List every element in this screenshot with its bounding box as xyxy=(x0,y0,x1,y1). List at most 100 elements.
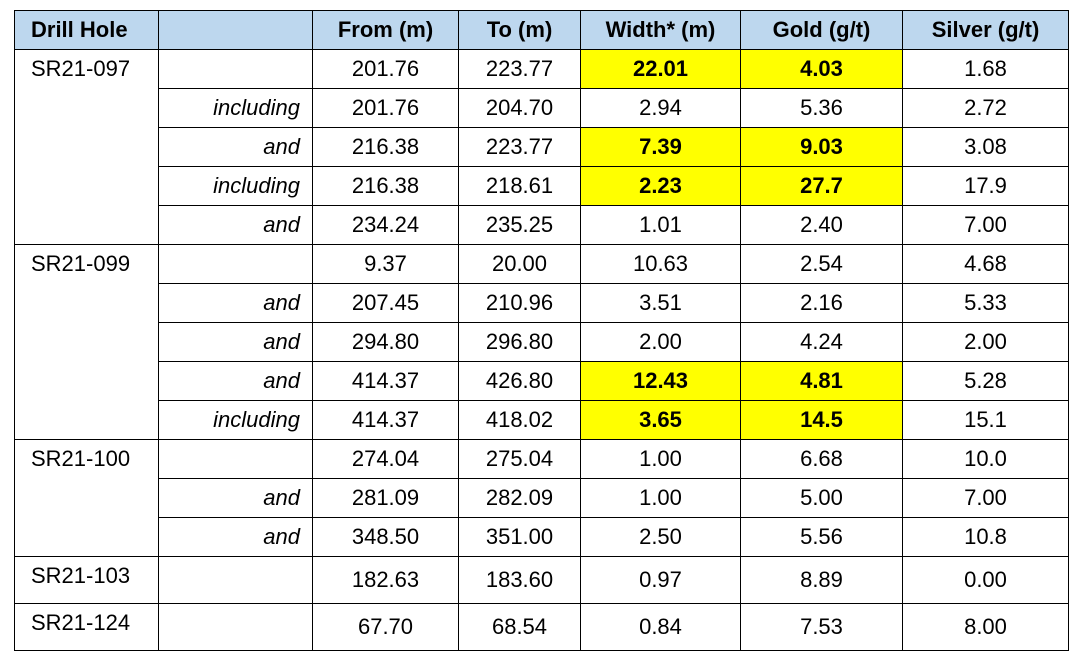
to-cell: 183.60 xyxy=(458,556,581,604)
header-drill-hole: Drill Hole xyxy=(14,10,159,50)
silver-cell: 7.00 xyxy=(902,205,1069,245)
gold-cell: 6.68 xyxy=(740,439,903,479)
from-cell: 207.45 xyxy=(312,283,459,323)
qualifier-cell: and xyxy=(158,283,313,323)
silver-cell: 17.9 xyxy=(902,166,1069,206)
from-cell: 348.50 xyxy=(312,517,459,557)
from-cell: 201.76 xyxy=(312,88,459,128)
to-cell: 68.54 xyxy=(458,603,581,651)
qualifier-cell xyxy=(158,603,313,651)
header-gold: Gold (g/t) xyxy=(740,10,903,50)
gold-cell: 2.54 xyxy=(740,244,903,284)
from-cell: 201.76 xyxy=(312,49,459,89)
to-cell: 20.00 xyxy=(458,244,581,284)
width-cell: 22.01 xyxy=(580,49,741,89)
gold-cell: 8.89 xyxy=(740,556,903,604)
to-cell: 426.80 xyxy=(458,361,581,401)
silver-cell: 3.08 xyxy=(902,127,1069,167)
table-row: and 216.38 223.77 7.39 9.03 3.08 xyxy=(15,127,1069,167)
to-cell: 235.25 xyxy=(458,205,581,245)
from-cell: 414.37 xyxy=(312,400,459,440)
to-cell: 218.61 xyxy=(458,166,581,206)
gold-cell: 27.7 xyxy=(740,166,903,206)
from-cell: 216.38 xyxy=(312,166,459,206)
to-cell: 282.09 xyxy=(458,478,581,518)
qualifier-cell: and xyxy=(158,361,313,401)
from-cell: 414.37 xyxy=(312,361,459,401)
table-row: and 348.50 351.00 2.50 5.56 10.8 xyxy=(15,517,1069,557)
width-cell: 2.23 xyxy=(580,166,741,206)
width-cell: 10.63 xyxy=(580,244,741,284)
width-cell: 3.51 xyxy=(580,283,741,323)
qualifier-cell: including xyxy=(158,400,313,440)
table-row: SR21-100 274.04 275.04 1.00 6.68 10.0 xyxy=(14,439,1069,557)
silver-cell: 8.00 xyxy=(902,603,1069,651)
table-row: and 294.80 296.80 2.00 4.24 2.00 xyxy=(15,322,1069,362)
table-row: SR21-099 9.37 20.00 10.63 2.54 4.68 xyxy=(14,244,1069,440)
width-cell: 2.94 xyxy=(580,88,741,128)
qualifier-cell xyxy=(158,556,313,604)
width-cell: 1.00 xyxy=(580,439,741,479)
from-cell: 234.24 xyxy=(312,205,459,245)
qualifier-cell xyxy=(158,49,313,89)
from-cell: 281.09 xyxy=(312,478,459,518)
to-cell: 418.02 xyxy=(458,400,581,440)
width-cell: 1.01 xyxy=(580,205,741,245)
table-body: SR21-097 201.76 223.77 22.01 4.03 1.68 includi… xyxy=(14,49,1069,651)
table-row: SR21-097 201.76 223.77 22.01 4.03 1.68 xyxy=(14,49,1069,245)
qualifier-cell: and xyxy=(158,205,313,245)
gold-cell: 5.36 xyxy=(740,88,903,128)
to-cell: 351.00 xyxy=(458,517,581,557)
gold-cell: 4.81 xyxy=(740,361,903,401)
drill-hole-cell: SR21-097 xyxy=(14,49,159,245)
qualifier-cell: and xyxy=(158,478,313,518)
gold-cell: 14.5 xyxy=(740,400,903,440)
gold-cell: 2.40 xyxy=(740,205,903,245)
table-row: including 414.37 418.02 3.65 14.5 15.1 xyxy=(15,400,1069,440)
header-row: Drill Hole From (m) To (m) Width* (m) Go… xyxy=(14,10,1069,50)
to-cell: 223.77 xyxy=(458,127,581,167)
header-silver: Silver (g/t) xyxy=(902,10,1069,50)
drill-hole-cell: SR21-100 xyxy=(14,439,159,557)
silver-cell: 2.72 xyxy=(902,88,1069,128)
header-to: To (m) xyxy=(458,10,581,50)
to-cell: 275.04 xyxy=(458,439,581,479)
to-cell: 296.80 xyxy=(458,322,581,362)
silver-cell: 2.00 xyxy=(902,322,1069,362)
silver-cell: 10.8 xyxy=(902,517,1069,557)
width-cell: 0.84 xyxy=(580,603,741,651)
qualifier-cell: and xyxy=(158,517,313,557)
drill-hole-cell: SR21-103 xyxy=(14,556,159,604)
to-cell: 223.77 xyxy=(458,49,581,89)
table-row: and 281.09 282.09 1.00 5.00 7.00 xyxy=(15,478,1069,518)
width-cell: 1.00 xyxy=(580,478,741,518)
width-cell: 7.39 xyxy=(580,127,741,167)
silver-cell: 5.33 xyxy=(902,283,1069,323)
from-cell: 67.70 xyxy=(312,603,459,651)
from-cell: 216.38 xyxy=(312,127,459,167)
to-cell: 204.70 xyxy=(458,88,581,128)
gold-cell: 9.03 xyxy=(740,127,903,167)
silver-cell: 5.28 xyxy=(902,361,1069,401)
drill-results-table: Drill Hole From (m) To (m) Width* (m) Go… xyxy=(14,10,1069,651)
table-row: SR21-103 182.63 183.60 0.97 8.89 0.00 xyxy=(14,556,1069,604)
width-cell: 0.97 xyxy=(580,556,741,604)
from-cell: 294.80 xyxy=(312,322,459,362)
width-cell: 2.00 xyxy=(580,322,741,362)
gold-cell: 5.00 xyxy=(740,478,903,518)
from-cell: 274.04 xyxy=(312,439,459,479)
drill-hole-cell: SR21-099 xyxy=(14,244,159,440)
gold-cell: 4.03 xyxy=(740,49,903,89)
silver-cell: 15.1 xyxy=(902,400,1069,440)
table-row: and 234.24 235.25 1.01 2.40 7.00 xyxy=(15,205,1069,245)
width-cell: 12.43 xyxy=(580,361,741,401)
table-row: and 207.45 210.96 3.51 2.16 5.33 xyxy=(15,283,1069,323)
gold-cell: 2.16 xyxy=(740,283,903,323)
table-row: and 414.37 426.80 12.43 4.81 5.28 xyxy=(15,361,1069,401)
silver-cell: 10.0 xyxy=(902,439,1069,479)
table-row: including 201.76 204.70 2.94 5.36 2.72 xyxy=(15,88,1069,128)
silver-cell: 1.68 xyxy=(902,49,1069,89)
gold-cell: 7.53 xyxy=(740,603,903,651)
header-width: Width* (m) xyxy=(580,10,741,50)
from-cell: 182.63 xyxy=(312,556,459,604)
